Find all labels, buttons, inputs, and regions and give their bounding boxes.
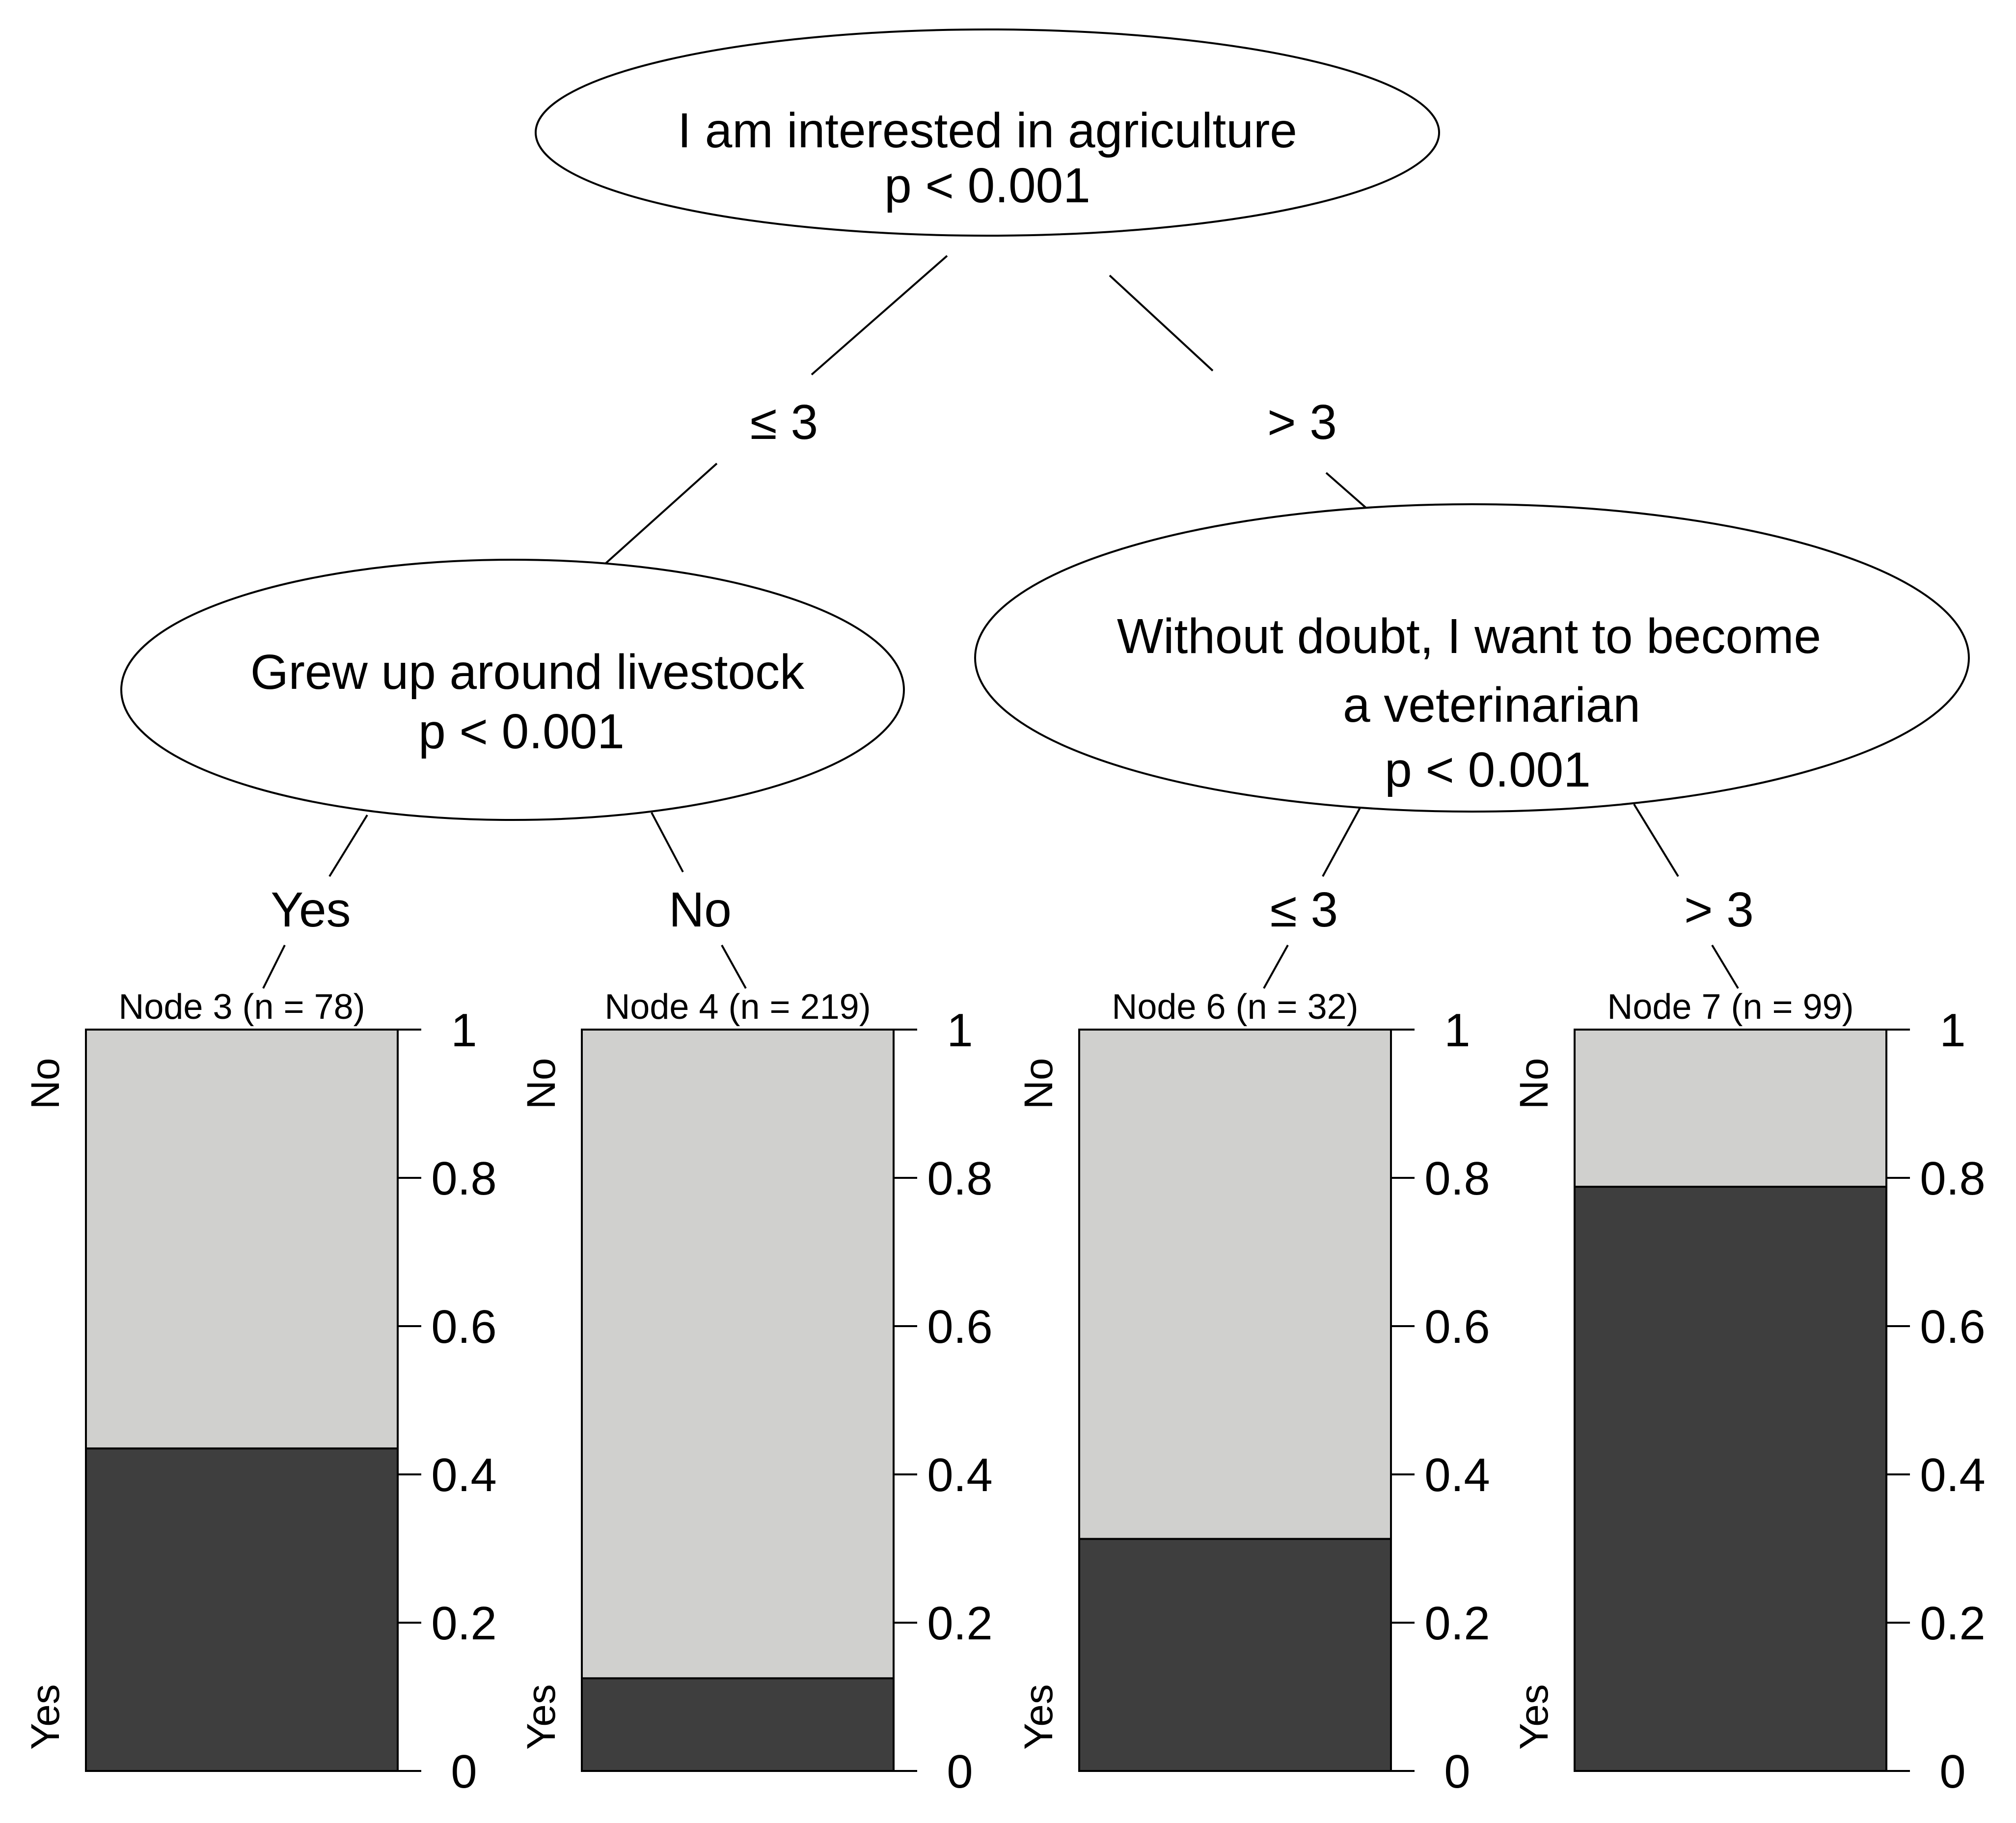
y-tick-label: 0.4 xyxy=(927,1449,992,1501)
bar-segment-yes xyxy=(1575,1187,1886,1771)
y-tick-label: 0 xyxy=(451,1745,477,1798)
node-title: Node 7 (n = 99) xyxy=(1607,987,1853,1027)
split-node-right-line-1: Without doubt, I want to become xyxy=(1117,609,1821,664)
class-label-no: No xyxy=(23,1058,68,1110)
edge-root-right-lower xyxy=(1325,472,1367,509)
edge-left-node4-upper xyxy=(651,812,684,872)
bar-segment-no xyxy=(1079,1030,1391,1539)
terminal-node-4: Node 7 (n = 99) 0 0.2 0.4 0.6 0.8 1 No Yes xyxy=(1512,987,1986,1798)
split-node-root-ellipse xyxy=(535,28,1440,237)
edge-label-left-node3: Yes xyxy=(271,882,351,937)
split-node-root-line-1: I am interested in agriculture xyxy=(678,103,1297,158)
y-tick-label: 1 xyxy=(1444,1004,1470,1057)
y-tick-label: 1 xyxy=(947,1004,973,1057)
edge-right-node7-upper xyxy=(1633,803,1679,877)
y-tick-label: 0.8 xyxy=(1920,1152,1985,1205)
edge-label-right-node7: > 3 xyxy=(1684,882,1754,937)
y-tick-label: 0.2 xyxy=(431,1597,496,1650)
terminal-node-2: Node 4 (n = 219) 0 0.2 0.4 0.6 0.8 1 No Yes xyxy=(519,987,993,1798)
y-tick-label: 0 xyxy=(1939,1745,1965,1798)
edge-root-left-lower xyxy=(605,463,718,564)
edge-left-node3-upper xyxy=(328,814,368,877)
y-tick-label: 1 xyxy=(451,1004,477,1057)
y-tick-label: 0 xyxy=(1444,1745,1470,1798)
class-label-yes: Yes xyxy=(23,1684,68,1750)
edge-label-left-node4: No xyxy=(669,882,732,937)
bar-segment-yes xyxy=(86,1448,398,1771)
bar-frame xyxy=(1574,1029,1887,1772)
edge-left-node3-lower xyxy=(262,945,286,989)
y-tick-label: 0.8 xyxy=(431,1152,496,1205)
edge-right-node6-lower xyxy=(1263,945,1289,989)
class-label-yes: Yes xyxy=(519,1684,564,1750)
edge-left-node4-lower xyxy=(721,945,747,989)
bar-segment-yes xyxy=(1079,1539,1391,1771)
edge-root-left-upper xyxy=(811,255,948,376)
y-tick-label: 0.4 xyxy=(431,1449,496,1501)
y-tick-label: 0.4 xyxy=(1424,1449,1490,1501)
split-node-left-line-2: p < 0.001 xyxy=(418,704,625,759)
node-title: Node 3 (n = 78) xyxy=(118,987,365,1027)
split-node-root-line-2: p < 0.001 xyxy=(884,158,1090,213)
edge-right-node7-lower xyxy=(1711,944,1739,989)
node-title: Node 6 (n = 32) xyxy=(1112,987,1358,1027)
bar-segment-yes xyxy=(582,1678,894,1771)
class-label-no: No xyxy=(519,1058,564,1110)
y-tick-label: 0.6 xyxy=(1920,1301,1985,1353)
y-tick-label: 0.2 xyxy=(1920,1597,1985,1650)
edge-root-right-upper xyxy=(1109,274,1214,372)
split-node-root: I am interested in agriculture p < 0.001 xyxy=(535,28,1440,237)
edge-labels: ≤ 3 > 3 Yes No ≤ 3 > 3 xyxy=(271,395,1753,937)
split-node-left: Grew up around livestock p < 0.001 xyxy=(120,559,905,821)
bar-segment-no xyxy=(86,1030,398,1449)
terminal-node-3: Node 6 (n = 32) 0 0.2 0.4 0.6 0.8 1 No Yes xyxy=(1016,987,1490,1798)
edge-label-root-left: ≤ 3 xyxy=(750,395,818,450)
bar-frame xyxy=(1078,1029,1392,1772)
split-node-right-line-3: p < 0.001 xyxy=(1385,742,1591,797)
y-tick-label: 0.2 xyxy=(1424,1597,1490,1650)
edge-label-right-node6: ≤ 3 xyxy=(1270,882,1338,937)
bar-frame xyxy=(581,1029,895,1772)
y-tick-label: 0.8 xyxy=(927,1152,992,1205)
tree-edges xyxy=(262,255,1739,989)
y-tick-label: 0.2 xyxy=(927,1597,992,1650)
split-node-left-ellipse xyxy=(120,559,905,821)
y-tick-label: 0.8 xyxy=(1424,1152,1490,1205)
y-tick-label: 0.4 xyxy=(1920,1449,1985,1501)
y-tick-label: 0 xyxy=(947,1745,973,1798)
y-tick-label: 0.6 xyxy=(927,1301,992,1353)
y-tick-label: 1 xyxy=(1939,1004,1965,1057)
node-title: Node 4 (n = 219) xyxy=(604,987,871,1027)
split-node-right-line-2: a veterinarian xyxy=(1343,678,1640,733)
edge-right-node6-upper xyxy=(1322,804,1363,877)
split-node-right: Without doubt, I want to become a veteri… xyxy=(974,503,1970,813)
split-node-right-ellipse xyxy=(974,503,1970,813)
class-label-no: No xyxy=(1512,1058,1556,1110)
y-tick-label: 0.6 xyxy=(431,1301,496,1353)
bar-frame xyxy=(85,1029,399,1772)
bar-segment-no xyxy=(1575,1030,1886,1187)
class-label-no: No xyxy=(1016,1058,1061,1110)
split-node-left-line-1: Grew up around livestock xyxy=(250,645,805,700)
edge-label-root-right: > 3 xyxy=(1267,395,1337,450)
class-label-yes: Yes xyxy=(1016,1684,1061,1750)
y-tick-label: 0.6 xyxy=(1424,1301,1490,1353)
terminal-node-1: Node 3 (n = 78) 0 0.2 0.4 0.6 0.8 1 No Yes xyxy=(23,987,497,1798)
bar-segment-no xyxy=(582,1030,894,1679)
class-label-yes: Yes xyxy=(1512,1684,1556,1750)
